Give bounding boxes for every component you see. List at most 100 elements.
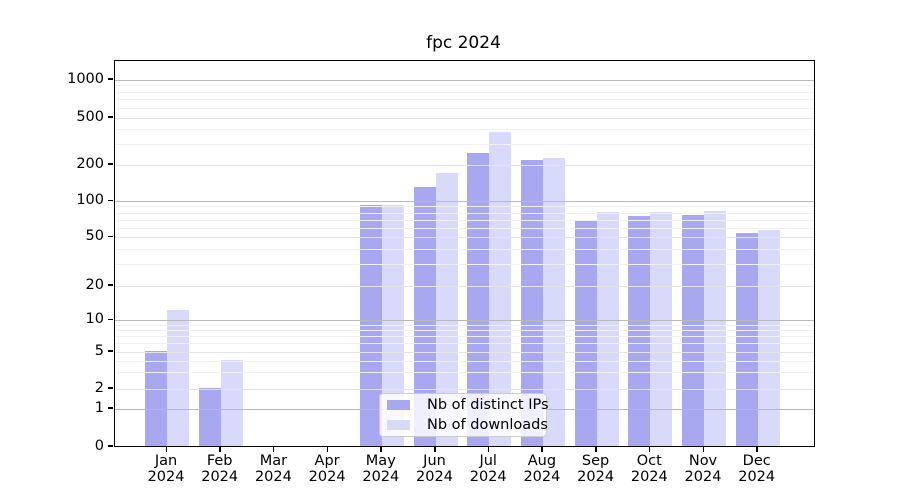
- x-tick-mark: [487, 446, 490, 452]
- y-tick-label-0: 0: [94, 437, 104, 454]
- x-tick-label-month: Feb: [206, 452, 233, 469]
- gridline-minor-8: [115, 330, 814, 332]
- x-tick-label-year: 2024: [201, 468, 239, 485]
- legend: Nb of distinct IPs Nb of downloads: [379, 393, 549, 437]
- x-tick-label-year: 2024: [684, 468, 722, 485]
- y-tick-label-2: 2: [94, 379, 104, 396]
- bar-downloads-dec: [757, 229, 780, 446]
- x-tick-label-aug: Aug 2024: [511, 453, 573, 485]
- x-tick-mark: [648, 446, 651, 452]
- gridline-minor-900: [115, 85, 814, 87]
- y-tick-mark: [108, 387, 113, 389]
- bar-downloads-aug: [542, 157, 565, 446]
- y-tick-label-20: 20: [85, 276, 104, 293]
- x-tick-label-month: Jul: [479, 452, 497, 469]
- gridline-major-20: [115, 285, 814, 287]
- x-tick-label-jan: Jan 2024: [135, 453, 197, 485]
- y-tick-label-5: 5: [94, 342, 104, 359]
- x-tick-label-month: Apr: [314, 452, 340, 469]
- gridline-decade-10: [115, 320, 814, 321]
- legend-item-distinct-ips: Nb of distinct IPs: [387, 395, 549, 415]
- y-tick-mark: [108, 350, 113, 352]
- legend-swatch-downloads-icon: [387, 420, 410, 430]
- y-tick-label-500: 500: [76, 108, 104, 125]
- x-tick-label-month: Jan: [154, 452, 178, 469]
- x-tick-label-year: 2024: [416, 468, 453, 485]
- gridline-minor-600: [115, 107, 814, 109]
- x-tick-mark: [165, 446, 167, 452]
- gridline-minor-40: [115, 248, 814, 250]
- gridline-minor-7: [115, 336, 814, 338]
- x-tick-label-year: 2024: [469, 468, 507, 485]
- gridline-decade-100: [115, 201, 814, 202]
- gridline-minor-400: [115, 128, 814, 130]
- y-tick-mark: [108, 445, 113, 447]
- x-tick-label-year: 2024: [630, 468, 668, 485]
- legend-item-downloads: Nb of downloads: [387, 415, 548, 435]
- chart-title: fpc 2024: [426, 33, 501, 53]
- y-tick-mark: [108, 163, 113, 165]
- bar-downloads-oct: [650, 212, 673, 446]
- y-tick-label-1000: 1000: [67, 70, 104, 87]
- x-tick-mark: [326, 446, 329, 452]
- y-tick-mark: [108, 284, 113, 286]
- x-tick-mark: [380, 446, 382, 452]
- bar-downloads-nov: [704, 210, 726, 446]
- bar-ips-jun: [413, 186, 436, 446]
- gridline-minor-60: [115, 227, 814, 229]
- gridline-minor-700: [115, 99, 814, 101]
- gridline-minor-80: [115, 212, 814, 214]
- gridline-minor-30: [115, 264, 814, 266]
- x-tick-label-year: 2024: [308, 468, 346, 485]
- x-tick-label-month: Oct: [636, 452, 662, 469]
- gridline-minor-300: [115, 143, 814, 145]
- x-tick-label-month: Sep: [581, 452, 610, 469]
- legend-label-distinct-ips: Nb of distinct IPs: [427, 397, 549, 413]
- gridline-minor-800: [115, 91, 814, 93]
- y-tick-label-10: 10: [85, 311, 104, 327]
- x-tick-label-sep: Sep 2024: [565, 453, 627, 485]
- y-tick-mark: [108, 116, 113, 118]
- x-tick-mark: [272, 446, 275, 452]
- gridline-minor-4: [115, 360, 814, 362]
- bar-downloads-sep: [596, 212, 619, 446]
- x-tick-label-mar: Mar 2024: [242, 453, 304, 485]
- x-tick-label-oct: Oct 2024: [618, 453, 680, 485]
- x-tick-mark: [756, 446, 758, 452]
- y-tick-mark: [108, 199, 113, 201]
- x-tick-label-year: 2024: [738, 468, 776, 485]
- gridline-minor-3: [115, 372, 814, 374]
- bar-downloads-feb: [220, 360, 243, 446]
- bar-ips-sep: [574, 220, 597, 446]
- x-tick-label-month: Dec: [742, 452, 771, 469]
- y-tick-mark: [108, 407, 113, 409]
- x-tick-label-year: 2024: [254, 468, 292, 485]
- gridline-major-5: [115, 351, 814, 353]
- plot-area: [114, 60, 815, 447]
- x-tick-label-year: 2024: [523, 468, 561, 485]
- gridline-major-2: [115, 388, 814, 390]
- gridline-major-50: [115, 237, 814, 238]
- gridline-major-500: [115, 117, 814, 119]
- y-tick-mark: [108, 318, 113, 320]
- legend-swatch-distinct-ips-icon: [387, 400, 410, 410]
- x-tick-label-may: May 2024: [350, 453, 412, 485]
- legend-label-downloads: Nb of downloads: [427, 417, 548, 433]
- x-tick-label-month: Nov: [688, 452, 718, 469]
- y-tick-label-1: 1: [94, 399, 104, 416]
- x-tick-mark: [434, 446, 436, 452]
- gridline-minor-90: [115, 206, 814, 208]
- y-tick-label-200: 200: [76, 155, 104, 172]
- bar-downloads-jul: [489, 131, 512, 446]
- x-tick-label-year: 2024: [577, 468, 615, 485]
- y-tick-mark: [108, 78, 113, 80]
- gridline-minor-6: [115, 343, 814, 345]
- x-tick-label-month: May: [365, 452, 396, 469]
- bar-downloads-jan: [167, 310, 189, 446]
- bar-ips-aug: [520, 160, 543, 446]
- gridline-minor-9: [115, 324, 814, 326]
- y-tick-label-100: 100: [76, 192, 104, 208]
- gridline-major-200: [115, 164, 814, 166]
- x-tick-label-feb: Feb 2024: [189, 453, 251, 485]
